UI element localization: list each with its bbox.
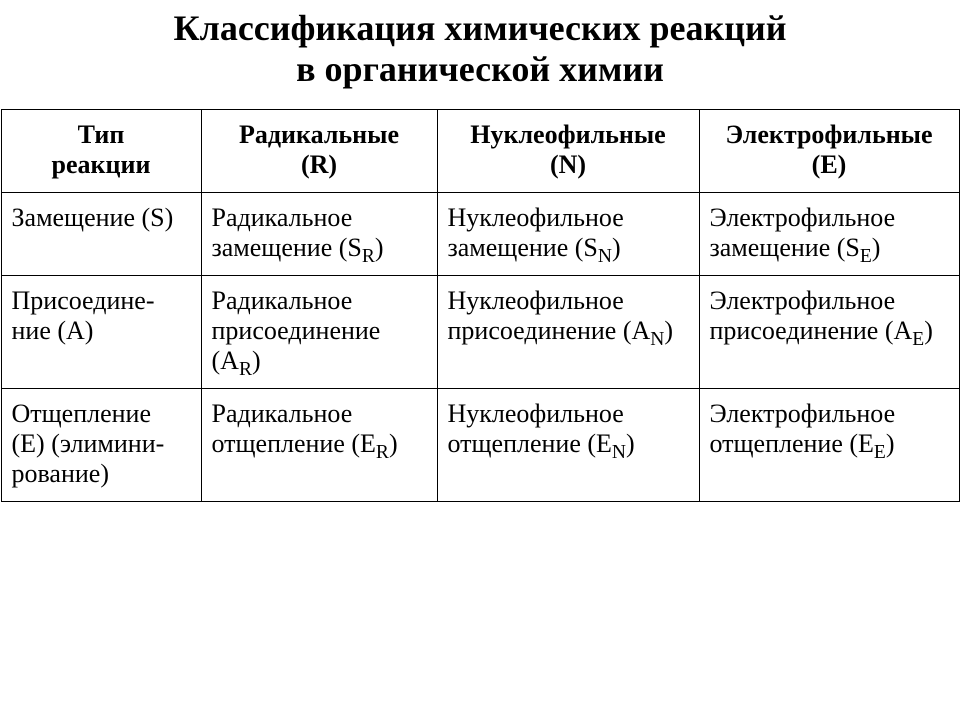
th-radical: Радикальные (R) [201, 109, 437, 192]
table-row: Присоедине-ние (A) Радикальное присоедин… [1, 275, 959, 388]
cell-post: ) [612, 233, 621, 262]
cell-pre: Нуклеофильное отщепление (E [448, 399, 624, 458]
cell-r2-c1: Радикальное отщепление (ER) [201, 388, 437, 501]
table-body: Замещение (S) Радикальное замещение (SR)… [1, 192, 959, 501]
cell-r1-c0: Присоедине-ние (A) [1, 275, 201, 388]
th-radical-l2: (R) [301, 150, 337, 179]
th-nucleophilic-l2: (N) [550, 150, 586, 179]
cell-sub: N [598, 246, 612, 267]
cell-sub: R [376, 442, 389, 463]
cell-r0-c0: Замещение (S) [1, 192, 201, 275]
th-type-l2: реакции [52, 150, 151, 179]
cell-r0-c3: Электрофильное замещение (SE) [699, 192, 959, 275]
cell-post: ) [664, 316, 673, 345]
table-row: Отщепление (E) (элимини-рование) Радикал… [1, 388, 959, 501]
cell-text: Отщепление (E) (элимини-рование) [12, 399, 165, 488]
cell-post: ) [375, 233, 384, 262]
cell-sub: R [362, 246, 375, 267]
th-type-l1: Тип [78, 120, 125, 149]
cell-r1-c1: Радикальное присоединение (AR) [201, 275, 437, 388]
cell-r2-c0: Отщепление (E) (элимини-рование) [1, 388, 201, 501]
cell-r1-c3: Электрофильное присоединение (AE) [699, 275, 959, 388]
th-electrophilic-l2: (E) [812, 150, 847, 179]
cell-sub: E [874, 442, 886, 463]
cell-pre: Радикальное присоединение (A [212, 286, 381, 375]
cell-post: ) [389, 429, 398, 458]
cell-pre: Радикальное замещение (S [212, 203, 362, 262]
cell-post: ) [252, 346, 261, 375]
cell-text: Присоедине-ние (A) [12, 286, 155, 345]
cell-r2-c3: Электрофильное отщепление (EE) [699, 388, 959, 501]
cell-sub: N [612, 442, 626, 463]
cell-sub: E [860, 246, 872, 267]
cell-sub: R [239, 359, 252, 380]
title-line-2: в органической химии [0, 49, 960, 90]
cell-sub: N [650, 329, 664, 350]
th-electrophilic-l1: Электрофильные [725, 120, 932, 149]
th-nucleophilic: Нуклеофильные (N) [437, 109, 699, 192]
title-line-1: Классификация химических реакций [0, 8, 960, 49]
th-nucleophilic-l1: Нуклеофильные [470, 120, 665, 149]
cell-pre: Электрофильное отщепление (E [710, 399, 896, 458]
table-header-row: Тип реакции Радикальные (R) Нуклеофильны… [1, 109, 959, 192]
cell-pre: Радикальное отщепление (E [212, 399, 376, 458]
slide: Классификация химических реакций в орган… [0, 0, 960, 720]
cell-r1-c2: Нуклеофильное присоединение (AN) [437, 275, 699, 388]
th-radical-l1: Радикальные [239, 120, 399, 149]
table-row: Замещение (S) Радикальное замещение (SR)… [1, 192, 959, 275]
cell-post: ) [626, 429, 635, 458]
page-title: Классификация химических реакций в орган… [0, 8, 960, 91]
cell-sub: E [912, 329, 924, 350]
cell-pre: Нуклеофильное присоединение (A [448, 286, 651, 345]
cell-r2-c2: Нуклеофильное отщепление (EN) [437, 388, 699, 501]
cell-post: ) [872, 233, 881, 262]
th-type: Тип реакции [1, 109, 201, 192]
cell-r0-c2: Нуклеофильное замещение (SN) [437, 192, 699, 275]
cell-post: ) [924, 316, 933, 345]
cell-text: Замещение (S) [12, 203, 174, 232]
cell-post: ) [886, 429, 895, 458]
cell-pre: Электрофильное присоединение (A [710, 286, 913, 345]
classification-table: Тип реакции Радикальные (R) Нуклеофильны… [1, 109, 960, 502]
cell-r0-c1: Радикальное замещение (SR) [201, 192, 437, 275]
th-electrophilic: Электрофильные (E) [699, 109, 959, 192]
